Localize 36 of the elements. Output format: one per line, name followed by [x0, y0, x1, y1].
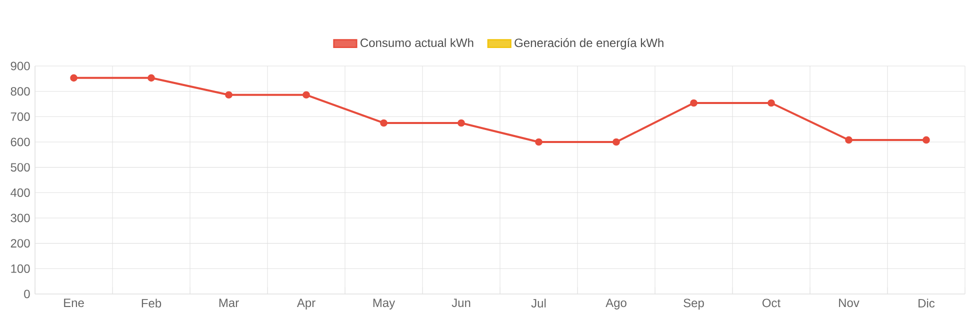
point [768, 99, 775, 107]
y-tick-label: 600 [10, 138, 30, 146]
x-tick-label: Ene [64, 298, 84, 308]
x-tick-label: Ago [606, 298, 626, 310]
point [845, 136, 852, 144]
x-tick-label: Mar [219, 298, 239, 308]
point [70, 74, 78, 82]
point [148, 74, 155, 82]
x-tick-label: Sep [684, 298, 704, 310]
point [458, 119, 465, 127]
x-tick-label: Dic [918, 298, 935, 308]
x-tick-label: Apr [296, 298, 316, 310]
point [535, 138, 542, 146]
y-tick-label: 700 [10, 112, 30, 121]
point [302, 91, 310, 99]
legend-label: Consumo actual kWh [360, 38, 474, 48]
x-tick-label: Nov [839, 298, 860, 308]
x-tick-label: Feb [142, 298, 162, 308]
x-tick-label: Jul [531, 298, 546, 308]
point [922, 136, 930, 144]
x-tick-label: Oct [762, 298, 780, 308]
legend-label: Generación de energía kWh [514, 38, 664, 50]
x-tick-label: May [373, 298, 396, 310]
point [690, 99, 698, 107]
point [380, 119, 388, 127]
y-tick-label: 500 [10, 163, 30, 172]
y-tick-label: 900 [10, 62, 30, 70]
y-tick-label: 100 [11, 264, 30, 273]
point [612, 138, 620, 146]
y-tick-label: 300 [10, 214, 30, 222]
y-tick-label: 0 [24, 290, 30, 298]
y-tick-label: 400 [10, 188, 30, 197]
point [225, 91, 232, 99]
y-tick-label: 800 [10, 87, 30, 96]
x-tick-label: Jun [452, 298, 470, 308]
y-tick-label: 200 [10, 239, 30, 248]
